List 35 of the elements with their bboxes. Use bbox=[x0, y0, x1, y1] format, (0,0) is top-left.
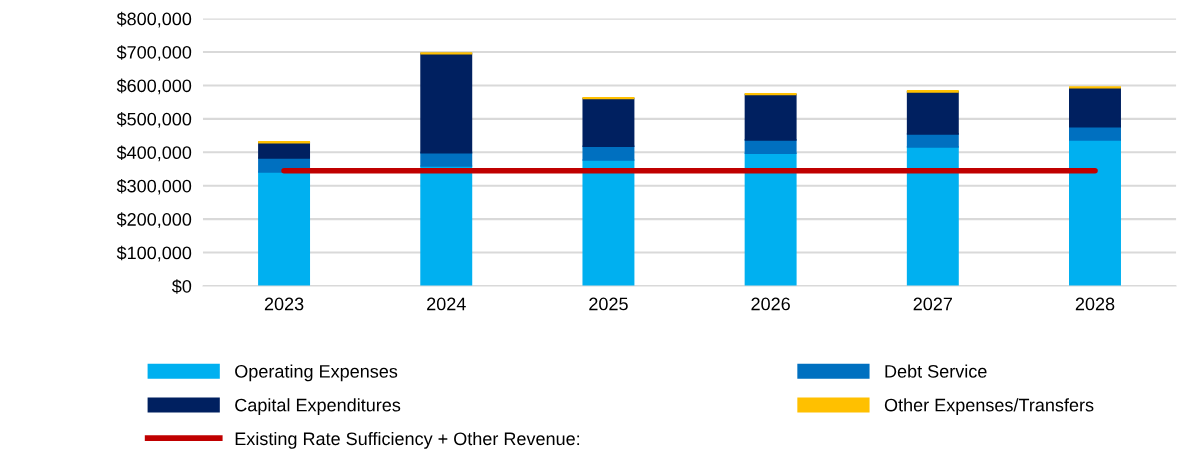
x-tick-label: 2027 bbox=[913, 297, 952, 311]
bar bbox=[420, 52, 473, 154]
y-tick-label: $100,000 bbox=[116, 245, 192, 262]
y-tick-label: $600,000 bbox=[116, 78, 192, 95]
bar bbox=[906, 146, 959, 286]
bar bbox=[1069, 125, 1121, 141]
bar bbox=[258, 171, 311, 286]
legend-label: Other Expenses/Transfers bbox=[884, 398, 1094, 416]
y-tick-label: $200,000 bbox=[116, 212, 192, 228]
bar bbox=[1069, 139, 1121, 286]
y-tick-label: $500,000 bbox=[116, 112, 192, 128]
bar bbox=[744, 93, 797, 141]
bar bbox=[258, 141, 311, 159]
x-tick-label: 2024 bbox=[427, 297, 466, 311]
bar bbox=[420, 151, 473, 167]
legend-label: Operating Expenses bbox=[235, 364, 398, 382]
bar bbox=[744, 152, 797, 286]
x-tick-label: 2028 bbox=[1075, 297, 1115, 311]
y-tick-label: $400,000 bbox=[116, 145, 192, 162]
legend-label: Existing Rate Sufficiency + Other Revenue: bbox=[235, 431, 580, 449]
x-tick-label: 2025 bbox=[589, 297, 628, 311]
bar bbox=[582, 145, 635, 161]
y-tick-label: $800,000 bbox=[116, 11, 192, 28]
bar bbox=[582, 159, 635, 286]
x-tick-label: 2026 bbox=[751, 297, 790, 311]
legend-label: Debt Service bbox=[885, 364, 987, 378]
legend-label: Capital Expenditures bbox=[235, 398, 401, 416]
x-tick-label: 2023 bbox=[264, 297, 304, 311]
bar bbox=[906, 90, 959, 135]
bar bbox=[582, 97, 635, 148]
y-tick-label: $700,000 bbox=[116, 45, 192, 61]
y-tick-label: $300,000 bbox=[116, 178, 192, 195]
bar bbox=[420, 165, 473, 286]
bar bbox=[1069, 86, 1121, 128]
y-tick-label: $0 bbox=[171, 279, 192, 294]
